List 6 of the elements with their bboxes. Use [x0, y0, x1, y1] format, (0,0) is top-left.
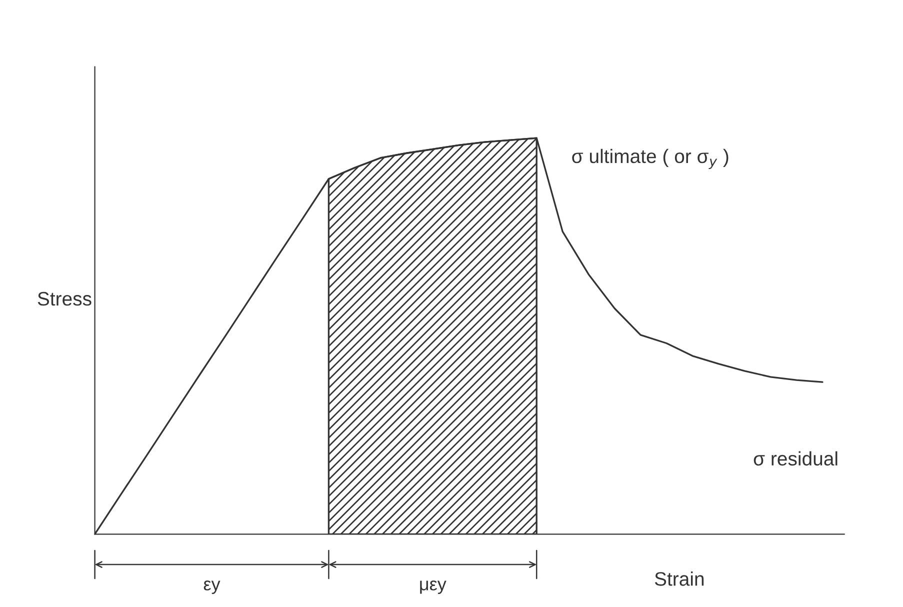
- text: μεy: [420, 580, 446, 594]
- text: εy: [204, 580, 220, 594]
- annotation: σ residual: [754, 451, 838, 466]
- y-axis-title: Stress: [38, 292, 92, 306]
- x-axis-title: Strain: [654, 572, 704, 586]
- annotation: σ ultimate ( or σ$_{y}$ ): [572, 148, 728, 169]
